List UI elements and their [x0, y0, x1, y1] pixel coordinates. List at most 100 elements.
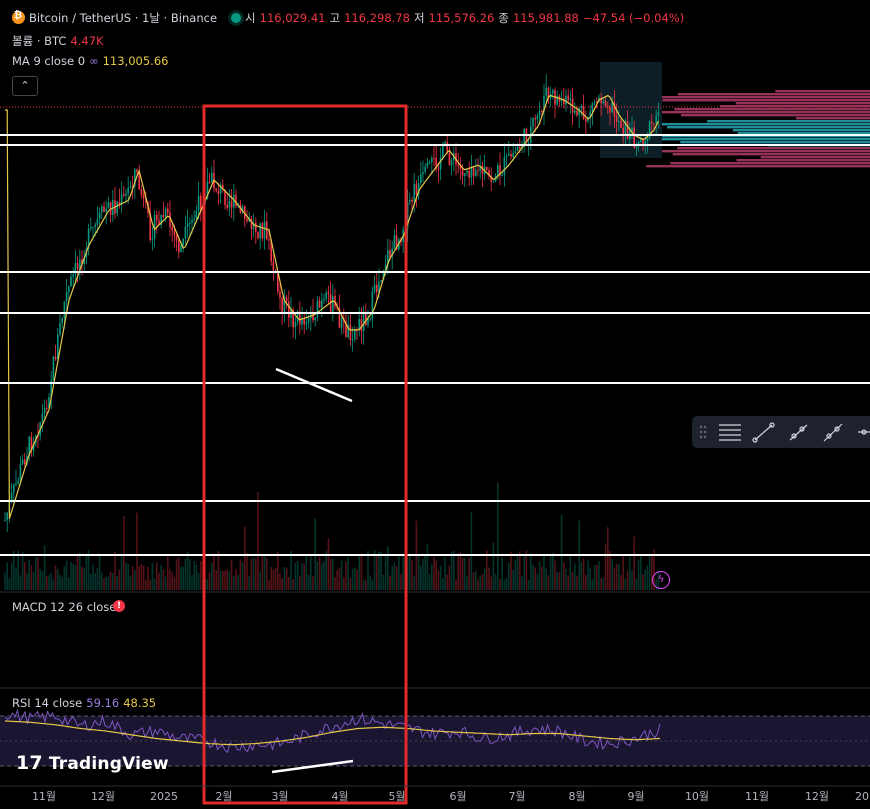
volume-bar	[358, 555, 360, 590]
candle	[76, 256, 79, 283]
volume-profile-bar	[681, 114, 870, 117]
volume-bar	[499, 579, 501, 590]
volume-bar	[373, 550, 376, 590]
volume-bar	[367, 551, 369, 590]
candle	[59, 311, 61, 337]
volume-bar	[153, 578, 156, 590]
volume-bar	[574, 563, 576, 590]
candle	[312, 298, 314, 323]
volume-bar	[602, 578, 605, 590]
candle	[580, 103, 583, 117]
volume-bar	[178, 557, 180, 590]
volume-bar	[521, 576, 523, 590]
volume-bar	[307, 574, 310, 590]
ma-line	[5, 94, 659, 519]
volume-profile-bar	[735, 102, 870, 105]
low-label: 저	[413, 11, 425, 25]
candle	[547, 86, 550, 104]
candle	[230, 189, 233, 218]
candle	[532, 117, 534, 132]
candle	[466, 169, 468, 177]
volume-bar	[65, 560, 68, 590]
candle	[327, 285, 330, 305]
volume-bar	[32, 572, 35, 590]
candle	[422, 160, 424, 183]
candle	[233, 183, 235, 222]
volume-bar	[226, 569, 228, 590]
error-icon[interactable]: !	[113, 600, 125, 612]
volume-bar	[512, 569, 514, 590]
volume-bar	[261, 556, 264, 590]
volume-bar	[98, 553, 101, 590]
candle	[52, 355, 55, 382]
horizontal-ray-tool-icon[interactable]	[858, 429, 870, 435]
volume-bar	[580, 562, 583, 590]
volume-bar	[224, 570, 226, 590]
volume-bar	[635, 578, 638, 590]
candle	[499, 152, 501, 186]
volume-bar	[268, 579, 270, 590]
volume-bar	[437, 570, 440, 590]
volume-bar	[323, 561, 325, 590]
ma-legend[interactable]: MA 9 close 0 ∞ 113,005.66	[12, 54, 172, 68]
highlight-box	[202, 104, 408, 805]
volume-bar	[483, 568, 486, 590]
drag-handle-icon[interactable]	[699, 425, 707, 439]
horizontal-lines-tool-icon[interactable]	[719, 424, 741, 441]
candle	[208, 172, 211, 185]
volume-bar	[134, 569, 136, 590]
trend-line-tool-icon[interactable]	[752, 422, 775, 443]
candle	[65, 279, 68, 312]
time-axis-label: 11월	[32, 790, 56, 803]
volume-bar	[160, 565, 162, 590]
symbol-title[interactable]: Bitcoin / TetherUS · 1날 · Binance	[29, 11, 218, 25]
candle	[371, 286, 374, 329]
rsi-ma-value: 48.35	[123, 696, 157, 710]
volume-bar	[420, 565, 422, 590]
candle	[477, 157, 479, 177]
volume-bar	[439, 565, 442, 590]
candle	[380, 279, 382, 283]
candle	[288, 290, 290, 328]
candle	[347, 315, 349, 339]
volume-bar	[74, 565, 77, 590]
candle	[145, 191, 147, 209]
time-axis-label: 6월	[449, 790, 466, 803]
volume-bar	[446, 574, 448, 590]
candlesticks	[4, 74, 660, 533]
volume-legend[interactable]: 볼륨 · BTC 4.47K	[12, 33, 108, 49]
volume-profile-bar	[678, 93, 870, 96]
rsi-ma-line	[4, 720, 661, 746]
macd-legend[interactable]: MACD 12 26 close	[12, 600, 120, 614]
rsi-legend[interactable]: RSI 14 close 59.16 48.35	[12, 696, 160, 710]
volume-bar	[338, 567, 341, 590]
candle	[70, 272, 72, 287]
volume-bar	[343, 577, 345, 590]
volume-bar	[466, 576, 468, 590]
candle	[219, 182, 222, 204]
volume-bar	[516, 554, 519, 590]
candle	[514, 146, 517, 154]
candle	[325, 289, 327, 303]
volume-bar	[54, 565, 57, 590]
candle	[569, 90, 572, 114]
lightning-icon[interactable]: ϟ	[652, 571, 670, 589]
volume-profile-bar	[670, 162, 870, 165]
volume-bar	[444, 556, 446, 590]
candle	[376, 271, 378, 300]
volume-bar	[184, 558, 187, 590]
volume-bar	[136, 512, 138, 590]
extended-line-tool-icon[interactable]	[823, 423, 843, 442]
candle	[50, 371, 52, 409]
volume-profile-bar	[672, 153, 870, 156]
candle	[334, 288, 336, 310]
candle	[501, 172, 503, 177]
volume-bar	[554, 560, 556, 590]
collapse-legend-button[interactable]: ⌃	[12, 76, 38, 96]
candle	[602, 97, 605, 105]
ray-tool-icon[interactable]	[789, 424, 808, 441]
candle	[120, 181, 123, 214]
candle	[582, 94, 585, 120]
time-axis-label: 12월	[805, 790, 829, 803]
